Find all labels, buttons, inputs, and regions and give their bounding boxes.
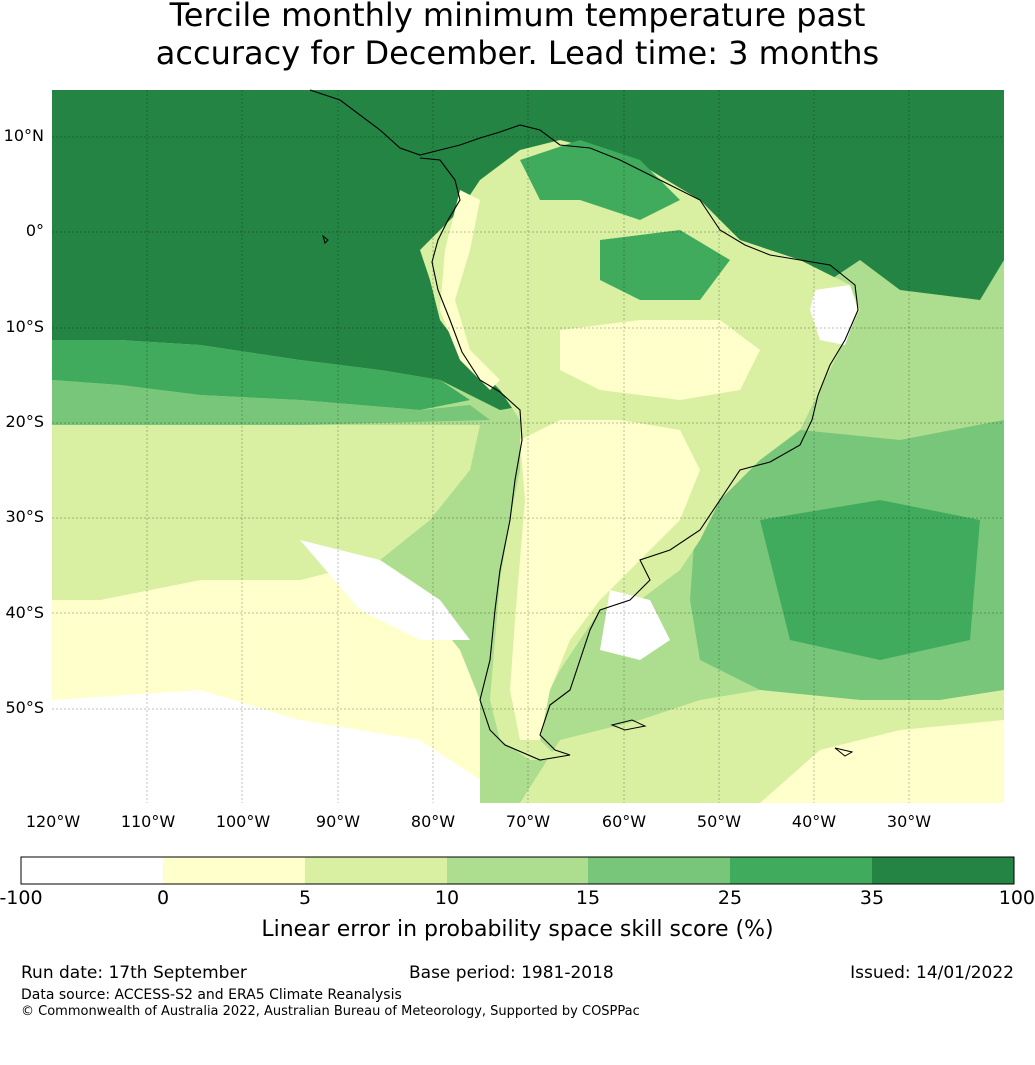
run-date: Run date: 17th September <box>21 963 247 983</box>
field-band-negative-southwest <box>52 690 480 803</box>
field-andes-low <box>440 190 500 390</box>
colorbar-segment-10-15 <box>447 857 588 884</box>
lon-label-120w: 120°W <box>25 812 81 831</box>
colorbar-segment-25-35 <box>730 857 872 884</box>
lat-label-30s: 30°S <box>5 507 44 526</box>
colorbar-label: Linear error in probability space skill … <box>261 917 774 942</box>
lat-label-50s: 50°S <box>5 698 44 717</box>
colorbar-frame <box>20 856 1015 885</box>
south-georgia <box>834 747 854 757</box>
colorbar-segment-negative <box>21 857 163 884</box>
galapagos-islands <box>322 234 329 244</box>
lon-label-60w: 60°W <box>601 812 647 831</box>
colorbar-segment-35-100 <box>872 857 1014 884</box>
field-south-atlantic-core <box>760 500 980 660</box>
lon-label-100w: 100°W <box>215 812 271 831</box>
field-guiana-highlands <box>520 140 680 220</box>
colorbar-tick-10: 10 <box>434 887 460 909</box>
lat-label-40s: 40°S <box>5 603 44 622</box>
field-amazon <box>600 230 730 300</box>
issued-date: Issued: 14/01/2022 <box>850 963 1014 983</box>
field-ne-brazil-negative <box>810 285 858 345</box>
colorbar-tick-35: 35 <box>859 887 885 909</box>
field-band-5-10-west <box>52 425 480 600</box>
falkland-islands <box>610 719 647 731</box>
field-band-25-35 <box>52 340 470 410</box>
data-source: Data source: ACCESS-S2 and ERA5 Climate … <box>21 987 402 1003</box>
map-title-line-2: accuracy for December. Lead time: 3 mont… <box>155 34 880 72</box>
colorbar-tick-100: 100 <box>998 887 1035 909</box>
colorbar-tick-25: 25 <box>717 887 743 909</box>
colorbar-segment-0-5 <box>163 857 305 884</box>
colorbar-tick-5: 5 <box>298 887 312 909</box>
lon-label-70w: 70°W <box>505 812 551 831</box>
lon-label-80w: 80°W <box>410 812 456 831</box>
lat-label-20s: 20°S <box>5 412 44 431</box>
lon-label-40w: 40°W <box>791 812 837 831</box>
field-argentina-negative <box>600 590 670 660</box>
field-continent-central <box>560 320 760 400</box>
lon-label-30w: 30°W <box>886 812 932 831</box>
colorbar-tick-minus-100: -100 <box>0 887 43 909</box>
map-title-line-1: Tercile monthly minimum temperature past <box>169 0 866 34</box>
colorbar-segment-15-25 <box>588 857 730 884</box>
colorbar-tick-15: 15 <box>575 887 601 909</box>
graticule <box>52 90 1004 803</box>
base-period: Base period: 1981-2018 <box>409 963 614 983</box>
colorbar-tick-0: 0 <box>156 887 170 909</box>
lon-label-110w: 110°W <box>120 812 176 831</box>
lat-label-0: 0° <box>25 221 44 240</box>
field-southern-ocean-low <box>760 720 1004 803</box>
colorbar-segment-5-10 <box>305 857 447 884</box>
south-america-coastline <box>309 89 859 761</box>
lon-label-90w: 90°W <box>315 812 361 831</box>
field-band-negative-west <box>300 540 470 640</box>
lon-label-50w: 50°W <box>696 812 742 831</box>
field-continent-south <box>510 420 700 740</box>
lat-label-10n: 10°N <box>3 126 44 145</box>
lat-label-10s: 10°S <box>5 317 44 336</box>
field-band-15-25 <box>52 380 490 425</box>
copyright: © Commonwealth of Australia 2022, Austra… <box>21 1004 640 1019</box>
colorbar <box>20 856 1015 885</box>
skill-field <box>52 90 1004 803</box>
